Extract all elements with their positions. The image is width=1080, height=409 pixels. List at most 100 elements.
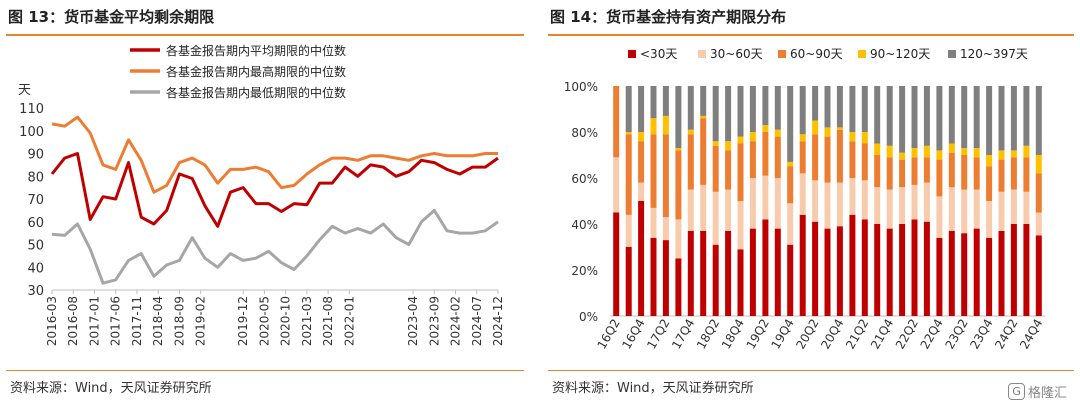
bar-segment bbox=[737, 201, 744, 250]
bar-segment bbox=[675, 150, 682, 220]
y-tick-label: 100% bbox=[564, 80, 598, 94]
bar-segment bbox=[1010, 86, 1017, 151]
bar-segment bbox=[874, 224, 881, 316]
legend-label: 30~60天 bbox=[710, 47, 763, 61]
y-tick-label: 0% bbox=[579, 310, 598, 324]
bar-segment bbox=[787, 161, 794, 167]
bar-segment bbox=[762, 125, 769, 132]
bar-segment bbox=[836, 86, 843, 128]
bar-segment bbox=[613, 212, 620, 316]
x-tick-label: 2022-01 bbox=[342, 296, 356, 346]
bar-segment bbox=[986, 155, 993, 167]
x-tick-label: 2021-08 bbox=[321, 296, 335, 346]
bar-segment bbox=[687, 129, 694, 135]
bar-segment bbox=[836, 129, 843, 183]
bar-segment bbox=[787, 166, 794, 204]
bar-segment bbox=[923, 86, 930, 146]
bar-segment bbox=[700, 230, 707, 316]
bar-segment bbox=[1023, 157, 1030, 192]
watermark-text: 格隆汇 bbox=[1028, 386, 1068, 401]
legend-label: 60~90天 bbox=[790, 47, 843, 61]
bar-segment bbox=[675, 148, 682, 151]
bar-segment bbox=[675, 219, 682, 259]
x-tick-label: 2020-10 bbox=[279, 296, 293, 346]
bar-segment bbox=[712, 141, 719, 146]
bar-segment bbox=[861, 219, 868, 316]
y-tick-label: 60 bbox=[27, 216, 44, 231]
x-tick-label: 2024-02 bbox=[449, 296, 463, 346]
bar-segment bbox=[749, 86, 756, 132]
bar-segment bbox=[625, 214, 632, 247]
bar-segment bbox=[687, 230, 694, 316]
bar-segment bbox=[836, 182, 843, 227]
bar-segment bbox=[986, 86, 993, 155]
bar-segment bbox=[613, 86, 620, 158]
bar-segment bbox=[961, 233, 968, 316]
y-axis-unit-label: 天 bbox=[18, 83, 31, 98]
series-line-3 bbox=[51, 208, 499, 285]
bar-segment bbox=[948, 143, 955, 153]
x-tick-label: 2021-03 bbox=[300, 296, 314, 346]
bar-segment bbox=[936, 150, 943, 160]
bar-segment bbox=[662, 86, 669, 116]
bar-segment bbox=[1035, 86, 1042, 155]
bar-segment bbox=[961, 86, 968, 149]
bar-segment bbox=[961, 155, 968, 190]
bar-segment bbox=[948, 86, 955, 144]
bar-segment bbox=[874, 86, 881, 144]
x-tick-label: 19Q2 bbox=[744, 317, 772, 352]
bar-segment bbox=[650, 86, 657, 119]
bar-segment bbox=[762, 219, 769, 316]
bar-segment bbox=[936, 159, 943, 197]
bar-segment bbox=[625, 86, 632, 132]
bar-segment bbox=[687, 86, 694, 130]
bar-segment bbox=[774, 136, 781, 178]
bar-segment bbox=[973, 86, 980, 149]
bar-segment bbox=[799, 134, 806, 142]
bar-segment bbox=[899, 86, 906, 153]
left-source-rule bbox=[6, 370, 524, 371]
legend-label: 120~397天 bbox=[960, 47, 1028, 61]
bar-segment bbox=[749, 178, 756, 229]
left-source-note: 资料来源：Wind，天风证券研究所 bbox=[10, 381, 212, 396]
bar-segment bbox=[948, 230, 955, 316]
x-tick-label: 2024-07 bbox=[470, 296, 484, 346]
y-tick-label: 80 bbox=[27, 170, 44, 185]
bar-segment bbox=[874, 143, 881, 155]
bar-segment bbox=[849, 141, 856, 178]
bar-segment bbox=[762, 86, 769, 126]
bar-segment bbox=[662, 134, 669, 218]
bar-segment bbox=[861, 180, 868, 220]
bar-segment bbox=[923, 182, 930, 222]
bar-segment bbox=[861, 86, 868, 132]
legend-label: 90~120天 bbox=[870, 47, 930, 61]
bar-segment bbox=[973, 228, 980, 316]
bar-segment bbox=[650, 134, 657, 208]
right-source-rule bbox=[548, 370, 1074, 371]
bar-segment bbox=[725, 230, 732, 316]
bar-segment bbox=[836, 127, 843, 130]
right-stacked-bar-chart: 0% 20% 40% 60% 80% 100% <30天 30~60天 60~90天 90~120… bbox=[564, 47, 1046, 352]
bar-segment bbox=[998, 191, 1005, 231]
bar-segment bbox=[675, 258, 682, 316]
bar-segment bbox=[638, 86, 645, 132]
bar-segment bbox=[774, 178, 781, 229]
legend-swatch bbox=[628, 50, 636, 58]
bar-segment bbox=[725, 150, 732, 190]
bar-segment bbox=[812, 86, 819, 121]
bar-segment bbox=[1023, 145, 1030, 158]
bar-segment bbox=[923, 221, 930, 316]
bar-segment bbox=[973, 157, 980, 190]
bar-segment bbox=[961, 148, 968, 155]
series-line-2 bbox=[51, 115, 498, 194]
bar-segment bbox=[948, 152, 955, 188]
bar-segment bbox=[1010, 224, 1017, 316]
x-tick-label: 2023-09 bbox=[427, 296, 441, 346]
x-tick-label: 18Q4 bbox=[719, 317, 747, 352]
x-tick-label: 2018-09 bbox=[172, 296, 186, 346]
bar-segment bbox=[762, 175, 769, 220]
left-line-chart: 天 30 40 50 60 70 80 90 100 110 2016-03 2016-08 2017-… bbox=[18, 43, 505, 346]
x-tick-label: 2016-03 bbox=[45, 296, 59, 346]
legend-swatch bbox=[858, 50, 866, 58]
bar-segment bbox=[749, 228, 756, 316]
